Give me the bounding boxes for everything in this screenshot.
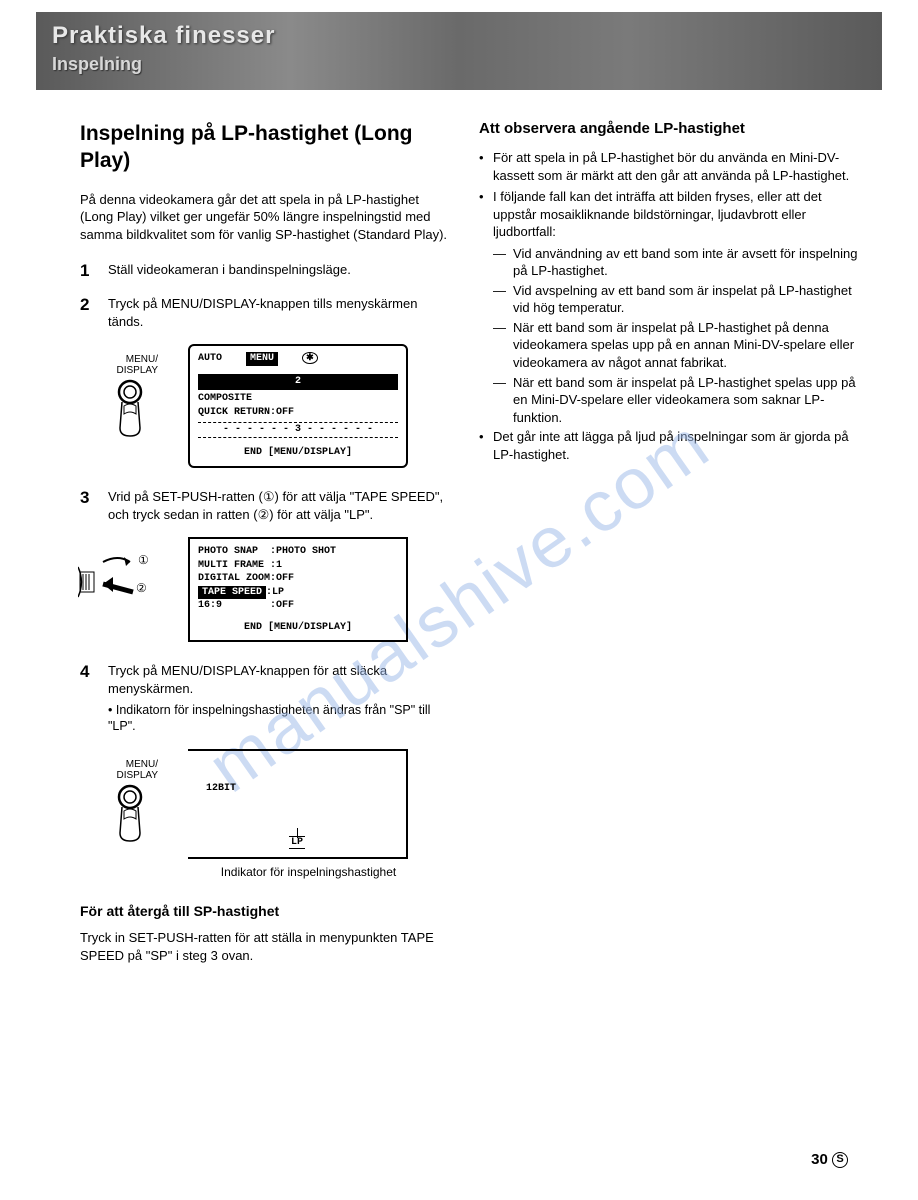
subsection-sp: För att återgå till SP-hastighet Tryck i… — [80, 903, 449, 964]
circled-1: ① — [138, 553, 149, 567]
figure-2: ① ② PHOTO SNAP :PHOTO SHOT MULTI FRAME :… — [108, 537, 449, 642]
page-number: 30 S — [811, 1151, 848, 1168]
step-text: Tryck på MENU/DISPLAY-knappen tills meny… — [108, 295, 449, 330]
sub-bullet-text: När ett band som är inspelat på LP-hasti… — [513, 319, 858, 372]
step-text: Ställ videokameran i bandinspelningsläge… — [108, 261, 351, 281]
screen-tape-speed: TAPE SPEED — [198, 586, 266, 600]
bullet-marker: • — [479, 428, 493, 463]
screen-end: END [MENU/DISPLAY] — [198, 446, 398, 460]
sub-bullet-text: När ett band som är inspelat på LP-hasti… — [513, 374, 858, 427]
step-4: 4 Tryck på MENU/DISPLAY-knappen för att … — [80, 662, 449, 735]
bullet-item: • I följande fall kan det inträffa att b… — [479, 188, 858, 241]
step-text: Vrid på SET-PUSH-ratten (①) för att välj… — [108, 488, 449, 523]
right-column: Att observera angående LP-hastighet • Fö… — [479, 120, 858, 964]
menu-button-icon: MENU/ DISPLAY — [98, 354, 158, 443]
screen-bar: 2 — [198, 374, 398, 390]
screen-tape-speed-val: :LP — [266, 587, 284, 598]
menu-button-icon: MENU/ DISPLAY — [98, 759, 158, 848]
step-2: 2 Tryck på MENU/DISPLAY-knappen tills me… — [80, 295, 449, 330]
step-1: 1 Ställ videokameran i bandinspelningslä… — [80, 261, 449, 281]
figure-caption: Indikator för inspelningshastighet — [168, 865, 449, 879]
header-title: Praktiska finesser — [52, 22, 866, 50]
bullet-item: • Det går inte att lägga på ljud på insp… — [479, 428, 858, 463]
screen-display-1: AUTO MENU ✱ 2 COMPOSITE QUICK RETURN:OFF… — [188, 344, 408, 468]
right-heading: Att observera angående LP-hastighet — [479, 120, 858, 137]
sub-bullet: — När ett band som är inspelat på LP-has… — [493, 374, 858, 427]
main-heading: Inspelning på LP-hastighet (Long Play) — [80, 120, 449, 175]
screen-dashed: - - - - - - 3 - - - - - - — [198, 422, 398, 438]
step-number: 3 — [80, 488, 108, 523]
bullet-text: I följande fall kan det inträffa att bil… — [493, 188, 858, 241]
screen-169: 16:9 :OFF — [198, 599, 398, 613]
screen-lp-indicator: LP — [289, 836, 305, 849]
step-number: 2 — [80, 295, 108, 330]
step-number: 1 — [80, 261, 108, 281]
figure-3: MENU/ DISPLAY 12BIT LP Indikator för ins… — [108, 749, 449, 879]
sub-bullet: — Vid avspelning av ett band som är insp… — [493, 282, 858, 317]
bullet-item: • För att spela in på LP-hastighet bör d… — [479, 149, 858, 184]
sub-bullet-text: Vid användning av ett band som inte är a… — [513, 245, 858, 280]
step-note: • Indikatorn för inspelningshastigheten … — [108, 702, 449, 736]
screen-multi-frame: MULTI FRAME :1 — [198, 559, 398, 573]
screen-composite: COMPOSITE — [198, 392, 398, 406]
screen-auto: AUTO — [198, 353, 222, 364]
bullet-marker: • — [479, 149, 493, 184]
dash-marker: — — [493, 319, 513, 372]
step-3: 3 Vrid på SET-PUSH-ratten (①) för att vä… — [80, 488, 449, 523]
screen-end: END [MENU/DISPLAY] — [198, 621, 398, 635]
dash-marker: — — [493, 374, 513, 427]
intro-text: På denna videokamera går det att spela i… — [80, 191, 449, 244]
screen-quick-return: QUICK RETURN:OFF — [198, 406, 398, 420]
header-subtitle: Inspelning — [52, 54, 866, 75]
subsection-text: Tryck in SET-PUSH-ratten för att ställa … — [80, 929, 449, 964]
bullet-text: För att spela in på LP-hastighet bör du … — [493, 149, 858, 184]
screen-menu-inv: MENU — [246, 352, 278, 366]
step-number: 4 — [80, 662, 108, 735]
page-num-value: 30 — [811, 1151, 828, 1168]
screen-photo-snap: PHOTO SNAP :PHOTO SHOT — [198, 545, 398, 559]
subsection-title: För att återgå till SP-hastighet — [80, 903, 449, 919]
screen-12bit: 12BIT — [206, 783, 236, 794]
screen-display-3: 12BIT LP — [188, 749, 408, 859]
dial-icon: ① ② — [78, 542, 168, 627]
screen-digital-zoom: DIGITAL ZOOM:OFF — [198, 572, 398, 586]
dash-marker: — — [493, 245, 513, 280]
left-column: Inspelning på LP-hastighet (Long Play) P… — [80, 120, 449, 964]
figure-1: MENU/ DISPLAY AUTO MENU ✱ 2 COMPOSITE QU… — [108, 344, 449, 468]
dash-marker: — — [493, 282, 513, 317]
page-mark: S — [832, 1152, 848, 1168]
bullet-marker: • — [479, 188, 493, 241]
step-text: Tryck på MENU/DISPLAY-knappen för att sl… — [108, 662, 449, 697]
bullet-text: Det går inte att lägga på ljud på inspel… — [493, 428, 858, 463]
circled-2: ② — [136, 581, 147, 595]
sub-bullet: — Vid användning av ett band som inte är… — [493, 245, 858, 280]
button-label: MENU/ DISPLAY — [98, 354, 158, 376]
sub-bullet-text: Vid avspelning av ett band som är inspel… — [513, 282, 858, 317]
button-label: MENU/ DISPLAY — [98, 759, 158, 781]
content-area: Inspelning på LP-hastighet (Long Play) P… — [0, 90, 918, 984]
header-band: Praktiska finesser Inspelning — [36, 12, 882, 90]
sub-bullet: — När ett band som är inspelat på LP-has… — [493, 319, 858, 372]
screen-display-2: PHOTO SNAP :PHOTO SHOT MULTI FRAME :1 DI… — [188, 537, 408, 642]
